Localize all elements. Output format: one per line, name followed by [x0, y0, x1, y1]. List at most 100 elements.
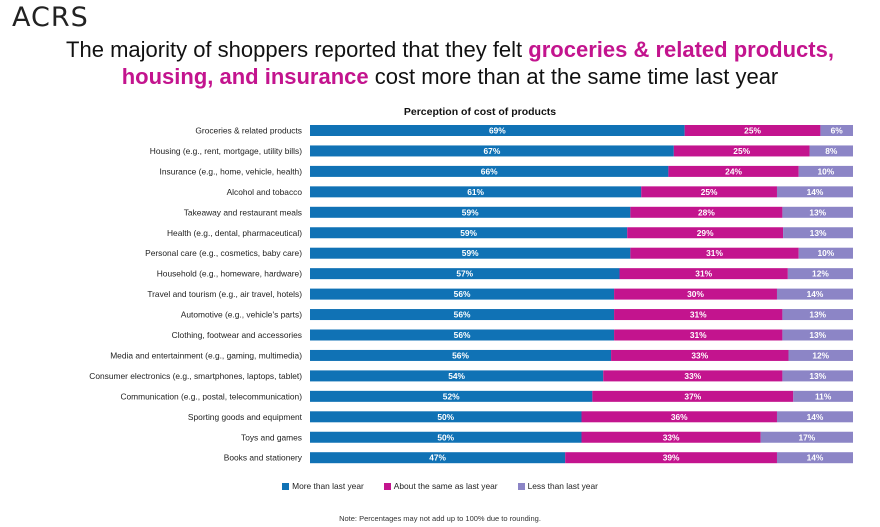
value-label: 56%: [454, 289, 471, 299]
bar-segment-more: [310, 349, 612, 361]
bar-segment-more: [310, 390, 593, 402]
category-label: Housing (e.g., rent, mortgage, utility b…: [150, 146, 302, 156]
category-label: Consumer electronics (e.g., smartphones,…: [89, 371, 302, 381]
legend-item-less: Less than last year: [517, 481, 598, 491]
value-label: 13%: [809, 371, 826, 381]
category-label: Personal care (e.g., cosmetics, baby car…: [145, 248, 302, 258]
bar-segment-same: [673, 145, 810, 157]
bar-segment-less: [776, 288, 853, 300]
value-label: 57%: [456, 269, 473, 279]
bar-segment-more: [310, 288, 615, 300]
bar-segment-more: [310, 247, 631, 259]
bar-segment-less: [783, 227, 853, 239]
bar-segment-less: [782, 370, 853, 382]
bar-segment-same: [668, 165, 799, 177]
value-label: 36%: [671, 412, 688, 422]
category-label: Clothing, footwear and accessories: [172, 330, 302, 340]
bar-segment-more: [310, 370, 604, 382]
value-label: 31%: [695, 269, 712, 279]
bar-segment-same: [630, 206, 783, 218]
value-label: 12%: [812, 269, 829, 279]
value-label: 13%: [810, 228, 827, 238]
bar-segment-more: [310, 452, 566, 464]
bar-segment-same: [684, 125, 821, 136]
value-label: 6%: [831, 126, 844, 136]
category-label: Takeaway and restaurant meals: [184, 207, 302, 217]
legend-item-same: About the same as last year: [383, 481, 498, 491]
bar-segment-more: [310, 125, 685, 136]
value-label: 56%: [454, 330, 471, 340]
headline-line-2: housing, and insurance cost more than at…: [60, 63, 840, 90]
bar-segment-more: [310, 206, 631, 218]
bar-segment-less: [776, 452, 853, 464]
value-label: 67%: [484, 146, 501, 156]
bar-segment-less: [788, 349, 853, 361]
bar-segment-same: [641, 186, 777, 198]
value-label: 24%: [725, 166, 742, 176]
headline-line-1: The majority of shoppers reported that t…: [60, 36, 840, 63]
bar-segment-less: [793, 390, 853, 402]
value-label: 69%: [489, 126, 506, 136]
bar-segment-less: [782, 206, 853, 218]
headline-text: cost more than at the same time last yea…: [368, 64, 779, 89]
acrs-logo: ACRS: [12, 2, 89, 33]
value-label: 66%: [481, 166, 498, 176]
value-label: 8%: [825, 146, 838, 156]
bar-segment-less: [782, 329, 853, 341]
category-label: Health (e.g., dental, pharmaceutical): [167, 228, 302, 238]
bar-segment-more: [310, 227, 628, 239]
value-label: 56%: [454, 310, 471, 320]
bar-segment-less: [787, 268, 853, 280]
legend-swatch: [282, 483, 290, 490]
value-label: 25%: [733, 146, 750, 156]
bar-segment-more: [310, 411, 582, 423]
bar-segment-less: [798, 165, 853, 177]
bar-segment-less: [760, 431, 853, 443]
legend-swatch: [383, 483, 391, 490]
category-label: Sporting goods and equipment: [188, 412, 303, 422]
value-label: 30%: [687, 289, 704, 299]
bar-segment-same: [581, 431, 761, 443]
category-label: Travel and tourism (e.g., air travel, ho…: [147, 289, 302, 299]
bar-segment-less: [782, 309, 853, 321]
category-label: Communication (e.g., postal, telecommuni…: [120, 391, 302, 401]
value-label: 31%: [690, 330, 707, 340]
bar-segment-less: [820, 125, 853, 136]
value-label: 31%: [690, 310, 707, 320]
value-label: 13%: [809, 310, 826, 320]
value-label: 31%: [706, 248, 723, 258]
bar-segment-same: [614, 309, 783, 321]
value-label: 59%: [462, 248, 479, 258]
value-label: 13%: [809, 207, 826, 217]
bar-segment-same: [614, 329, 783, 341]
value-label: 25%: [701, 187, 718, 197]
value-label: 59%: [460, 228, 477, 238]
value-label: 52%: [443, 391, 460, 401]
bar-segment-same: [603, 370, 783, 382]
bar-segment-same: [611, 349, 789, 361]
legend-label: More than last year: [292, 481, 364, 491]
value-label: 12%: [812, 350, 829, 360]
bar-segment-same: [565, 452, 777, 464]
value-label: 59%: [462, 207, 479, 217]
category-label: Books and stationery: [224, 453, 303, 463]
bar-segment-same: [619, 268, 788, 280]
value-label: 33%: [663, 432, 680, 442]
value-label: 28%: [698, 207, 715, 217]
bar-segment-more: [310, 329, 615, 341]
bar-segment-less: [776, 186, 853, 198]
value-label: 33%: [684, 371, 701, 381]
value-label: 14%: [807, 289, 824, 299]
value-label: 61%: [467, 187, 484, 197]
value-label: 13%: [809, 330, 826, 340]
bar-segment-same: [581, 411, 777, 423]
legend-label: About the same as last year: [393, 481, 498, 491]
headline-highlight: housing, and insurance: [121, 64, 369, 89]
value-label: 50%: [437, 432, 454, 442]
category-label: Groceries & related products: [195, 126, 302, 136]
footnote: Note: Percentages may not add up to 100%…: [339, 514, 541, 523]
headline-text: The majority of shoppers reported that t…: [66, 37, 529, 62]
headline-highlight: groceries & related products,: [528, 37, 834, 62]
value-label: 39%: [663, 453, 680, 463]
